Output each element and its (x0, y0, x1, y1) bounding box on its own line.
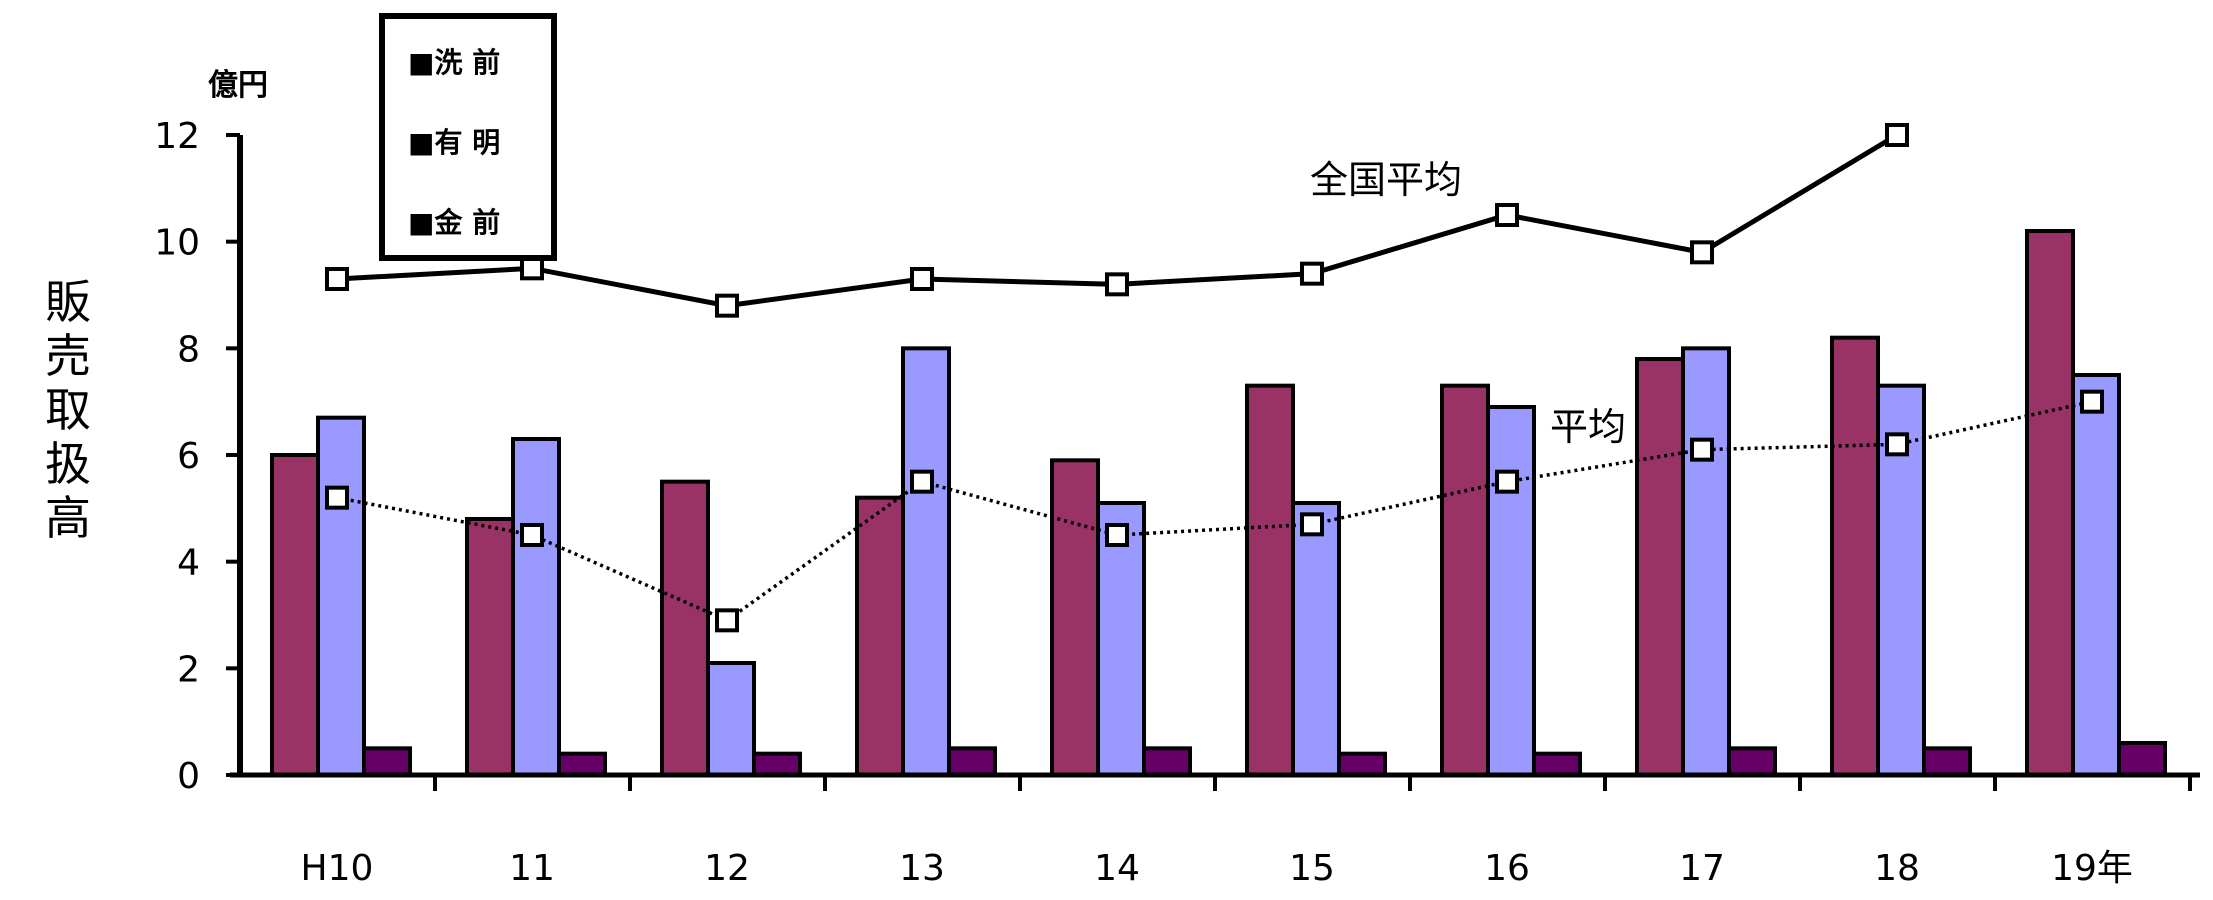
bar-3 (1727, 746, 1777, 777)
bar-1 (270, 453, 320, 777)
bar-3 (2117, 741, 2167, 777)
line-marker-2 (520, 523, 544, 547)
x-tick-label: 12 (704, 848, 750, 889)
line-marker-1 (1105, 272, 1129, 297)
y-tick-label: 0 (177, 756, 200, 797)
bar-2 (706, 661, 756, 777)
y-tick-label: 8 (177, 329, 200, 370)
bar-1 (1635, 357, 1685, 777)
bar-3 (557, 751, 607, 778)
x-tick-label: H10 (301, 848, 374, 889)
line-marker-1 (1300, 261, 1324, 286)
x-tick-label: 11 (509, 848, 555, 889)
line-marker-2 (1495, 469, 1519, 494)
bar-2 (511, 437, 561, 777)
y-tick-label: 4 (177, 543, 200, 584)
y-tick-label: 10 (154, 223, 200, 264)
bar-1 (1440, 383, 1490, 777)
line-marker-1 (325, 267, 349, 291)
bar-2 (316, 415, 366, 777)
bar-3 (1142, 746, 1192, 777)
bar-3 (1337, 751, 1387, 778)
line-series-2 (336, 399, 2093, 623)
legend-entry: ■金 前 (408, 206, 500, 239)
bar-2 (1681, 346, 1731, 777)
y-tick-label: 6 (177, 436, 200, 477)
line-marker-2 (1300, 512, 1324, 537)
legend-entry: ■有 明 (408, 126, 500, 159)
line-marker-1 (1690, 240, 1714, 265)
bar-2 (1291, 501, 1341, 777)
line-marker-2 (910, 469, 934, 494)
y-tick-label: 12 (154, 116, 200, 157)
bar-3 (362, 746, 412, 777)
bar-3 (1922, 746, 1972, 777)
annotation-national-average: 全国平均 (1310, 158, 1462, 202)
bar-1 (2025, 229, 2075, 777)
line-marker-2 (715, 608, 739, 633)
line-marker-2 (1690, 437, 1714, 462)
bar-3 (1532, 751, 1582, 778)
line-marker-1 (1495, 203, 1519, 227)
y-tick-label: 2 (177, 649, 200, 690)
bar-2 (1486, 405, 1536, 777)
bar-1 (1050, 458, 1100, 777)
line-marker-1 (715, 293, 739, 318)
bar-3 (947, 746, 997, 777)
unit-label: 億円 (208, 68, 268, 103)
legend-entry: ■洗 前 (408, 46, 500, 79)
bar-1 (1830, 335, 1880, 777)
line-marker-2 (2080, 389, 2104, 414)
y-axis-label: 販売取扱高 (45, 275, 91, 545)
x-tick-label: 13 (899, 848, 945, 889)
x-tick-label: 14 (1094, 848, 1140, 889)
x-tick-label: 16 (1484, 848, 1530, 889)
bar-1 (1245, 383, 1295, 777)
bars (270, 229, 2167, 778)
bar-2 (901, 346, 951, 777)
x-tick-label: 15 (1289, 848, 1335, 889)
line-marker-1 (910, 267, 934, 291)
y-axis-ticks: 0 2 4 6 8 10 12 (154, 116, 240, 797)
bar-3 (752, 751, 802, 778)
line-marker-1 (520, 256, 544, 281)
line-marker-2 (1105, 523, 1129, 547)
line-marker-2 (1885, 432, 1909, 457)
x-tick-label: 19年 (2051, 848, 2133, 889)
bar-1 (465, 517, 515, 777)
legend-box (379, 13, 557, 261)
x-tick-label: 18 (1874, 848, 1920, 889)
bar-1 (660, 479, 710, 777)
line-series (325, 123, 2104, 633)
annotation-average: 平均 (1550, 405, 1626, 449)
x-axis-ticks: H10 11 12 13 14 15 16 17 18 19年 (301, 775, 2192, 889)
line-marker-2 (325, 485, 349, 510)
bar-2 (2071, 373, 2121, 777)
line-marker-1 (1885, 123, 1909, 147)
bar-1 (855, 495, 905, 777)
x-tick-label: 17 (1679, 848, 1725, 889)
legend: ■洗 前 ■有 明 ■金 前 (379, 13, 557, 261)
